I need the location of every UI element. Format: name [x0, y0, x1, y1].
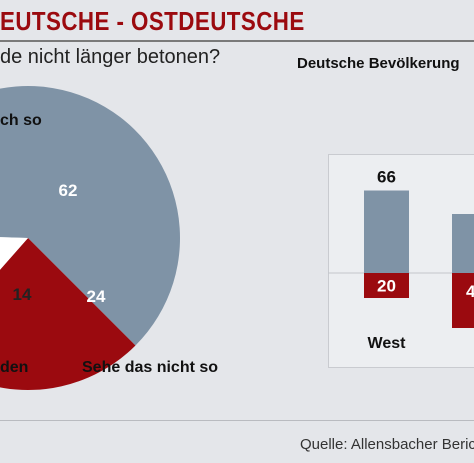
pie-value-label: 14 [13, 285, 32, 304]
pie-value-label: 24 [87, 287, 106, 306]
pie-category-label: Sehe das nicht so [82, 359, 218, 376]
footer-divider [0, 420, 474, 421]
bar-clipped-lower [452, 273, 474, 328]
panel-title: Deutsche Bevölkerung [297, 55, 460, 72]
bar-west-upper [364, 190, 409, 273]
bar-west-upper-label: 66 [377, 168, 396, 187]
source-note: Quelle: Allensbacher Beric [300, 436, 474, 453]
pie-slice-0 [0, 86, 180, 346]
pie-category-label: den [0, 359, 28, 376]
bar-west-lower [364, 273, 409, 298]
chart-title: EUTSCHE - OSTDEUTSCHE [0, 6, 305, 36]
bar-category-label: West [368, 335, 407, 352]
title-divider [0, 40, 474, 42]
bar-clipped-lower-label: 4 [466, 282, 474, 301]
pie-slice-1 [0, 238, 136, 390]
bar-clipped-upper [452, 214, 474, 273]
pie-value-label: 62 [59, 181, 78, 200]
pie-category-label: ch so [0, 112, 42, 129]
bar-west-lower-label: 20 [377, 277, 396, 296]
bar-panel [328, 154, 474, 368]
pie-slice-2 [0, 237, 28, 270]
survey-question: de nicht länger betonen? [0, 46, 221, 68]
